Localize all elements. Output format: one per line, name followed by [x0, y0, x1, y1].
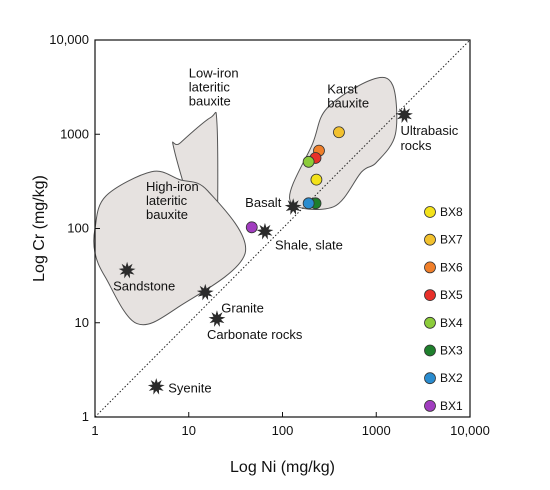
x-tick-label: 1000 [362, 423, 391, 438]
legend-label-bx1: BX1 [440, 399, 463, 413]
legend-label-bx7: BX7 [440, 233, 463, 247]
point-bx7 [333, 126, 345, 139]
legend-label-bx2: BX2 [440, 371, 463, 385]
field-label-karst-bauxite: Karst bauxite [327, 82, 369, 111]
x-tick-label: 1 [91, 423, 98, 438]
field-high-iron-lateritic-bauxite [93, 170, 247, 326]
legend-label-bx6: BX6 [440, 260, 463, 274]
rock-marker-syenite [147, 378, 165, 395]
reference-rocks-layer: Ultrabasic rocks Basalt Shale, slate Sandsto… [113, 106, 459, 396]
legend-marker-bx2 [424, 372, 436, 385]
rock-label-basalt: Basalt [245, 195, 282, 210]
point-bx1 [245, 221, 258, 234]
y-tick-label: 1000 [60, 126, 89, 141]
ticks-layer: 1 10 100 1000 10,000 1 10 100 1000 10,000 [49, 32, 490, 438]
x-axis-label: Log Ni (mg/kg) [230, 459, 335, 476]
y-axis-label: Log Cr (mg/kg) [31, 175, 48, 282]
legend-marker-bx3 [424, 344, 436, 357]
rock-marker-basalt [284, 198, 302, 215]
y-tick-label: 100 [67, 221, 89, 236]
rock-label-carbonate-rocks: Carbonate rocks [207, 327, 303, 342]
point-bx8 [310, 173, 323, 186]
rock-marker-ultrabasic-rocks [396, 106, 413, 124]
legend: BX8 BX7 BX6 BX5 BX4 BX3 BX2 BX1 [424, 205, 463, 413]
field-label-low-iron-lateritic-bauxite: Low-iron lateritic bauxite [189, 66, 239, 109]
x-tick-label: 10 [182, 423, 196, 438]
rock-label-granite: Granite [221, 300, 264, 315]
legend-label-bx3: BX3 [440, 344, 463, 358]
legend-marker-bx1 [424, 399, 436, 412]
y-tick-label: 1 [82, 409, 89, 424]
legend-marker-bx6 [424, 261, 436, 274]
x-tick-label: 10,000 [450, 423, 490, 438]
rock-marker-carbonate-rocks [208, 310, 226, 327]
point-bx4 [302, 155, 315, 168]
rock-marker-sandstone [118, 261, 136, 279]
rock-label-sandstone: Sandstone [113, 278, 175, 293]
rock-label-syenite: Syenite [168, 381, 211, 396]
point-bx2 [302, 197, 315, 210]
x-tick-label: 100 [272, 423, 294, 438]
y-tick-label: 10 [75, 315, 89, 330]
rock-marker-granite [196, 283, 214, 301]
reference-line [94, 39, 471, 418]
points-layer [245, 126, 345, 234]
legend-label-bx8: BX8 [440, 205, 463, 219]
legend-label-bx5: BX5 [440, 288, 463, 302]
legend-marker-bx8 [424, 206, 436, 218]
field-label-high-iron-lateritic-bauxite: High-iron lateritic bauxite [146, 179, 199, 222]
rock-label-ultrabasic-rocks: Ultrabasic rocks [400, 123, 458, 153]
legend-label-bx4: BX4 [440, 316, 463, 330]
y-tick-label: 10,000 [49, 32, 89, 47]
legend-marker-bx5 [424, 289, 436, 302]
legend-marker-bx4 [424, 316, 436, 329]
legend-marker-bx7 [424, 233, 436, 246]
rock-label-shale-slate: Shale, slate [275, 237, 343, 252]
labels-layer: Low-iron lateritic bauxite High-iron laterit… [146, 66, 369, 222]
rock-marker-shale-slate [256, 222, 274, 240]
